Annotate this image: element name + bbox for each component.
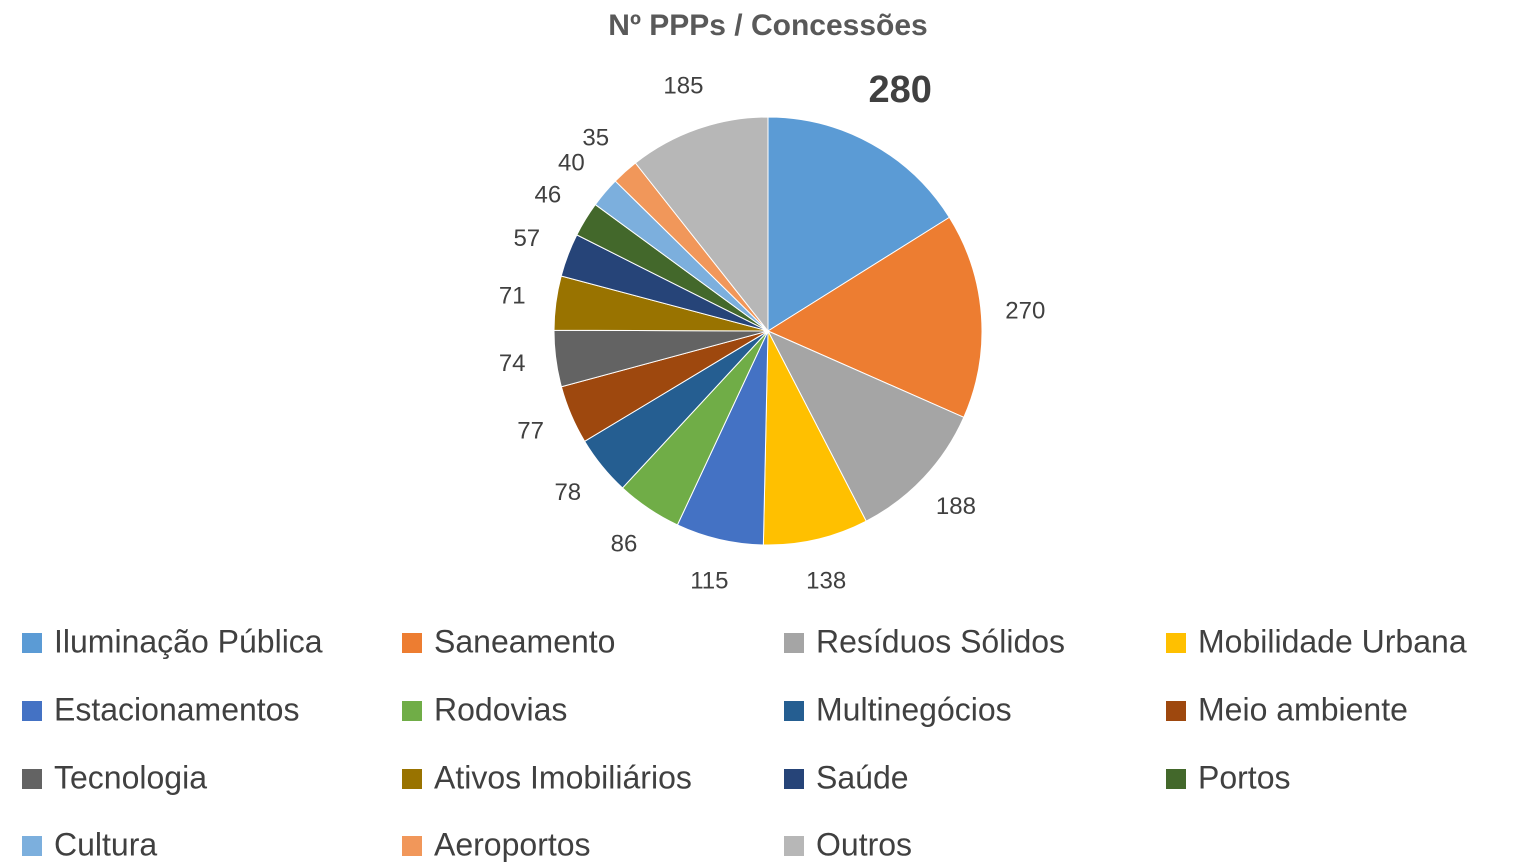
data-label: 115 xyxy=(690,568,728,595)
pie-slice xyxy=(766,329,965,522)
legend-label: Mobilidade Urbana xyxy=(1198,623,1467,659)
data-label: 78 xyxy=(554,479,581,506)
legend-label: Cultura xyxy=(54,826,157,862)
legend-label: Portos xyxy=(1198,759,1290,795)
data-label: 57 xyxy=(513,225,540,252)
legend-label: Meio ambiente xyxy=(1198,691,1408,727)
legend-label: Multinegócios xyxy=(816,691,1012,727)
pie-slice xyxy=(767,116,951,332)
legend-label: Saneamento xyxy=(434,623,615,659)
legend-swatch xyxy=(22,633,42,653)
legend-swatch xyxy=(22,836,42,856)
legend-swatch xyxy=(1166,701,1186,721)
chart-title: Nº PPPs / Concessões xyxy=(608,9,927,42)
data-label: 46 xyxy=(535,182,562,209)
data-label: 86 xyxy=(611,530,638,557)
legend-label: Tecnologia xyxy=(54,759,207,795)
legend-swatch xyxy=(784,769,804,789)
legend-swatch xyxy=(1166,769,1186,789)
pie-slice xyxy=(634,116,769,333)
legend-label: Saúde xyxy=(816,759,909,795)
legend-label: Iluminação Pública xyxy=(54,623,323,659)
data-label: 71 xyxy=(499,282,526,309)
data-label: 74 xyxy=(499,350,526,377)
pie-slice xyxy=(762,330,867,546)
data-label: 185 xyxy=(663,73,703,100)
legend-swatch xyxy=(22,769,42,789)
legend-swatch xyxy=(402,836,422,856)
data-label: 270 xyxy=(1005,298,1045,325)
legend-swatch xyxy=(402,701,422,721)
legend-label: Ativos Imobiliários xyxy=(434,759,692,795)
data-label: 77 xyxy=(517,417,544,444)
legend-swatch xyxy=(1166,633,1186,653)
data-label: 280 xyxy=(869,69,932,111)
legend-label: Outros xyxy=(816,826,912,862)
legend-swatch xyxy=(402,769,422,789)
legend-swatch xyxy=(784,633,804,653)
legend-swatch xyxy=(402,633,422,653)
data-label: 188 xyxy=(936,493,976,520)
legend-swatch xyxy=(784,701,804,721)
legend-label: Estacionamentos xyxy=(54,691,299,727)
pie-slice xyxy=(766,216,983,418)
data-label: 35 xyxy=(582,124,609,151)
legend-label: Aeroportos xyxy=(434,826,591,862)
legend-label: Rodovias xyxy=(434,691,567,727)
legend-label: Resíduos Sólidos xyxy=(816,623,1065,659)
data-label: 138 xyxy=(806,568,846,595)
legend-swatch xyxy=(22,701,42,721)
data-label: 40 xyxy=(558,149,585,176)
legend-swatch xyxy=(784,836,804,856)
